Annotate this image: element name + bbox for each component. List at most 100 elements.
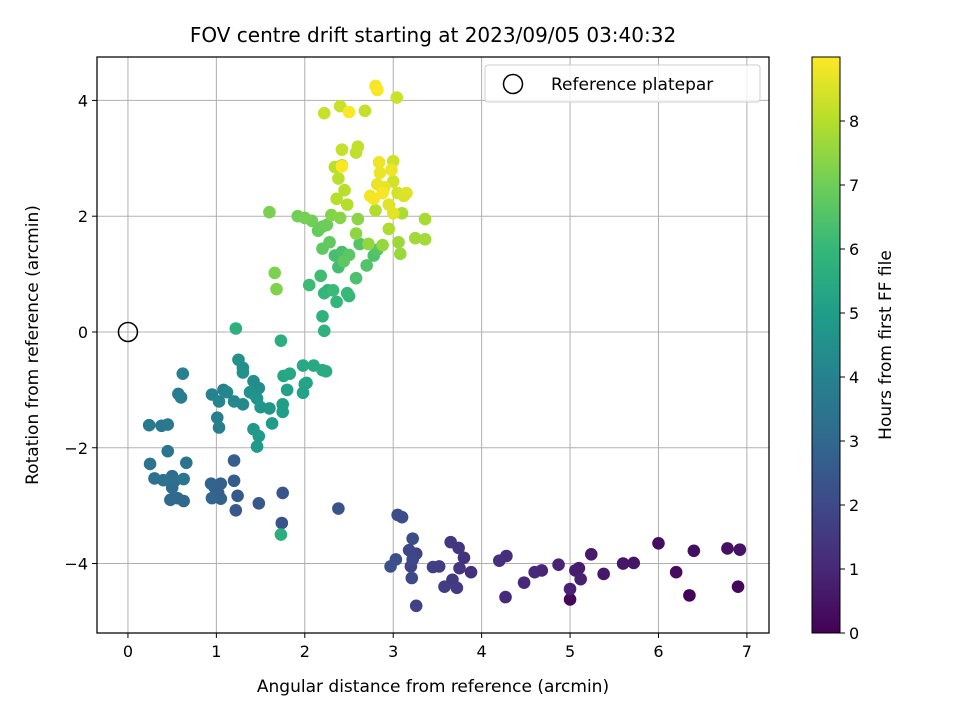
scatter-point (597, 567, 610, 581)
scatter-point (382, 222, 396, 236)
scatter-point (143, 457, 157, 471)
scatter-point (683, 589, 696, 602)
colorbar-ticks: 0 1 2 3 4 5 6 7 8 (840, 112, 859, 643)
scatter-point (330, 295, 343, 309)
scatter-point (687, 544, 701, 558)
scatter-point (418, 233, 432, 246)
scatter-point (338, 183, 351, 197)
scatter-point (627, 556, 641, 570)
scatter-point (333, 211, 347, 225)
scatter-point (358, 104, 372, 118)
x-axis-ticks: 0 1 2 3 4 5 6 7 (123, 633, 752, 661)
scatter-point (176, 367, 190, 380)
colorbar-label: Hours from first FF file (876, 250, 896, 440)
scatter-point (335, 143, 349, 156)
scatter-point (252, 429, 266, 443)
scatter-point (376, 186, 389, 200)
scatter-point (212, 421, 226, 434)
scatter-point (332, 172, 345, 185)
grid (97, 57, 769, 633)
scatter-point (302, 278, 316, 292)
scatter-point (499, 590, 512, 604)
scatter-point (270, 282, 283, 296)
y-tick-label: 4 (78, 91, 88, 110)
scatter-point (386, 207, 400, 220)
x-tick-label: 1 (211, 642, 221, 661)
legend-label: Reference platepar (551, 75, 713, 95)
scatter-point (232, 353, 245, 367)
scatter-point (409, 599, 423, 613)
scatter-point (319, 365, 333, 378)
x-tick-label: 5 (565, 642, 575, 661)
colorbar-tick-label: 6 (849, 240, 859, 259)
scatter-point (457, 551, 471, 565)
scatter-point (229, 503, 243, 517)
scatter-point (418, 212, 432, 226)
scatter-point (400, 186, 413, 200)
scatter-point (229, 322, 243, 335)
scatter-point (351, 140, 365, 154)
plot-frame (96, 56, 770, 634)
legend-box (484, 64, 761, 103)
scatter-point (616, 557, 630, 570)
scatter-point (552, 558, 565, 571)
scatter-point (236, 366, 250, 379)
scatter-point (342, 105, 356, 119)
scatter-point (280, 383, 294, 397)
scatter-point (317, 106, 331, 120)
chart-title: FOV centre drift starting at 2023/09/05 … (190, 23, 676, 47)
scatter-point (340, 286, 354, 300)
scatter-point (385, 163, 398, 177)
scatter-point (323, 235, 336, 249)
scatter-point (426, 560, 440, 574)
scatter-point (227, 474, 241, 488)
scatter-point (326, 283, 340, 297)
scatter-point (174, 391, 188, 404)
x-axis-label: Angular distance from reference (arcmin) (257, 677, 609, 697)
scatter-point (231, 489, 244, 503)
scatter-point (390, 91, 404, 104)
scatter-point (376, 238, 389, 252)
scatter-point (180, 456, 193, 470)
scatter-point (296, 359, 310, 372)
scatter-point (317, 324, 331, 338)
scatter-point (300, 376, 313, 390)
scatter-point (453, 561, 466, 575)
y-tick-label: 2 (78, 207, 88, 226)
scatter-point (276, 398, 289, 411)
scatter-point (283, 367, 297, 380)
scatter-point (314, 269, 328, 283)
scatter-point (349, 271, 363, 285)
scatter-point (409, 231, 422, 245)
x-tick-label: 4 (477, 642, 487, 661)
scatter-point (276, 486, 289, 500)
scatter-point (340, 198, 354, 211)
x-tick-label: 2 (300, 642, 310, 661)
scatter-point (652, 536, 665, 550)
scatter-point (274, 334, 288, 347)
scatter-point (493, 554, 506, 567)
colorbar-tick-label: 3 (849, 432, 859, 451)
scatter-point (247, 374, 260, 388)
scatter-point (316, 310, 329, 323)
data-points (142, 79, 747, 613)
scatter-point (406, 553, 419, 566)
scatter-point (210, 411, 224, 424)
scatter-point (332, 502, 345, 515)
y-tick-label: −4 (64, 555, 88, 574)
scatter-point (212, 395, 226, 408)
scatter-point (406, 532, 419, 545)
scatter-point (384, 560, 397, 573)
scatter-point (392, 235, 405, 249)
scatter-point (263, 205, 276, 219)
scatter-point (177, 472, 190, 486)
scatter-point (148, 472, 161, 485)
colorbar-tick-label: 2 (849, 496, 859, 515)
scatter-point (731, 580, 745, 593)
scatter-point (164, 493, 177, 507)
scatter-point (161, 444, 175, 458)
scatter-point (464, 565, 478, 579)
scatter-point (335, 160, 349, 173)
scatter-point (205, 491, 219, 505)
